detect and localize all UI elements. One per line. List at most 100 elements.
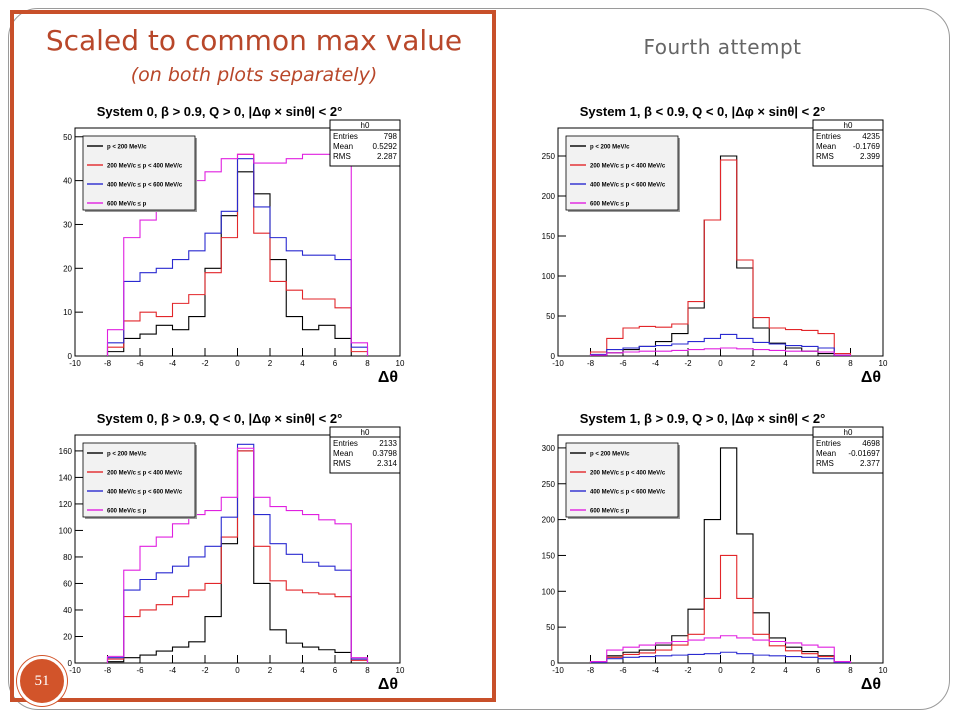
x-tick-label: -8 (587, 666, 595, 675)
stats-entries-value: 798 (384, 132, 398, 141)
legend-frame (565, 442, 679, 518)
x-tick-label: 0 (718, 359, 723, 368)
legend-label-0: p < 200 MeV/c (590, 145, 630, 151)
chart-panel-top-right: System 1, β < 0.9, Q < 0, |Δφ × sinθ| < … (528, 98, 888, 388)
stats-rms-value: 2.399 (860, 152, 881, 161)
x-tick-label: 4 (783, 359, 788, 368)
left-subtitle: (on both plots separately) (130, 64, 378, 86)
y-tick-label: 200 (542, 192, 556, 201)
histogram-chart: System 1, β < 0.9, Q < 0, |Δφ × sinθ| < … (542, 104, 888, 386)
x-tick-label: -10 (552, 359, 564, 368)
x-tick-label: 6 (333, 666, 338, 675)
x-tick-label: -2 (201, 666, 209, 675)
stats-entries-value: 4698 (862, 439, 880, 448)
legend-label-2: 400 MeV/c ≤ p < 600 MeV/c (107, 183, 183, 189)
legend-label-0: p < 200 MeV/c (107, 452, 147, 458)
stats-rms-label: RMS (816, 152, 834, 161)
y-tick-label: 30 (63, 220, 72, 229)
stats-name: h0 (361, 121, 370, 130)
stats-mean-label: Mean (816, 449, 836, 458)
legend-label-1: 200 MeV/c ≤ p < 400 MeV/c (107, 471, 183, 477)
x-tick-label: 6 (816, 359, 821, 368)
y-tick-label: 100 (59, 526, 73, 535)
x-axis-label: Δθ (861, 369, 881, 386)
x-tick-label: 2 (268, 359, 273, 368)
y-tick-label: 100 (542, 587, 556, 596)
y-tick-label: 120 (59, 500, 73, 509)
series-line-3 (589, 635, 852, 663)
x-tick-label: -2 (684, 359, 692, 368)
page-number-badge: 51 (17, 656, 67, 706)
stats-rms-label: RMS (333, 459, 351, 468)
series-line-1 (589, 554, 852, 663)
stats-entries-value: 4235 (862, 132, 880, 141)
x-tick-label: 10 (879, 666, 888, 675)
legend-label-1: 200 MeV/c ≤ p < 400 MeV/c (590, 471, 666, 477)
x-tick-label: -6 (136, 666, 144, 675)
chart-title: System 1, β > 0.9, Q > 0, |Δφ × sinθ| < … (580, 411, 826, 426)
y-tick-label: 300 (542, 444, 556, 453)
stats-entries-label: Entries (816, 439, 841, 448)
stats-box-frame (329, 426, 401, 474)
stats-mean-value: 0.5292 (373, 142, 398, 151)
chart-panel-bottom-right: System 1, β > 0.9, Q > 0, |Δφ × sinθ| < … (528, 405, 888, 695)
stats-box-frame (812, 119, 884, 167)
stats-entries-label: Entries (333, 132, 358, 141)
y-tick-label: 60 (63, 579, 72, 588)
x-axis-label: Δθ (861, 676, 881, 693)
legend-label-3: 600 MeV/c ≤ p (590, 202, 630, 208)
stats-rms-value: 2.287 (377, 152, 398, 161)
stats-entries-value: 2133 (379, 439, 397, 448)
histogram-chart: System 0, β > 0.9, Q < 0, |Δφ × sinθ| < … (59, 411, 405, 693)
y-tick-label: 0 (68, 659, 73, 668)
stats-box-frame (329, 119, 401, 167)
legend-label-3: 600 MeV/c ≤ p (590, 509, 630, 515)
y-tick-label: 40 (63, 177, 72, 186)
y-tick-label: 50 (546, 312, 555, 321)
y-tick-label: 20 (63, 264, 72, 273)
legend-label-1: 200 MeV/c ≤ p < 400 MeV/c (107, 164, 183, 170)
x-tick-label: 10 (879, 359, 888, 368)
y-tick-label: 160 (59, 447, 73, 456)
x-tick-label: 8 (365, 666, 370, 675)
series-line-0 (106, 450, 368, 664)
y-tick-label: 200 (542, 516, 556, 525)
series-line-1 (589, 159, 852, 356)
right-title: Fourth attempt (643, 35, 802, 59)
x-tick-label: 6 (333, 359, 338, 368)
x-axis-label: Δθ (378, 369, 398, 386)
x-tick-label: 0 (235, 359, 240, 368)
histogram-chart: System 1, β > 0.9, Q > 0, |Δφ × sinθ| < … (542, 411, 888, 693)
stats-name: h0 (844, 121, 853, 130)
chart-panel-bottom-left: System 0, β > 0.9, Q < 0, |Δφ × sinθ| < … (45, 405, 405, 695)
x-tick-label: 8 (848, 666, 853, 675)
y-tick-label: 150 (542, 232, 556, 241)
y-tick-label: 40 (63, 606, 72, 615)
stats-rms-value: 2.377 (860, 459, 881, 468)
chart-title: System 1, β < 0.9, Q < 0, |Δφ × sinθ| < … (580, 104, 826, 119)
left-title: Scaled to common max value (45, 24, 463, 57)
x-tick-label: 4 (783, 666, 788, 675)
x-tick-label: -4 (169, 666, 177, 675)
x-tick-label: -6 (136, 359, 144, 368)
y-tick-label: 20 (63, 632, 72, 641)
stats-box-frame (812, 426, 884, 474)
stats-rms-value: 2.314 (377, 459, 398, 468)
y-tick-label: 100 (542, 272, 556, 281)
series-line-3 (589, 347, 852, 356)
series-line-1 (106, 153, 369, 356)
y-tick-label: 140 (59, 473, 73, 482)
x-tick-label: 10 (396, 359, 405, 368)
stats-mean-label: Mean (333, 142, 353, 151)
legend-label-2: 400 MeV/c ≤ p < 600 MeV/c (590, 490, 666, 496)
stats-mean-value: -0.01697 (848, 449, 880, 458)
legend-frame (82, 135, 196, 211)
legend-label-0: p < 200 MeV/c (107, 145, 147, 151)
legend: p < 200 MeV/c 200 MeV/c ≤ p < 400 MeV/c 40… (565, 135, 680, 212)
y-tick-label: 0 (551, 352, 556, 361)
highlight-box (10, 10, 496, 702)
x-tick-label: 10 (396, 666, 405, 675)
